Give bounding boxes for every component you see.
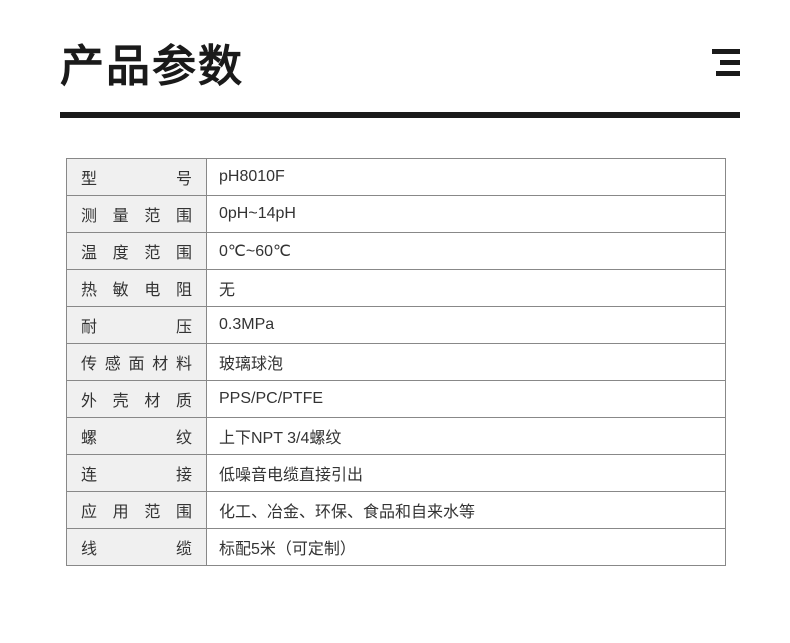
table-row: 测 量 范 围0pH~14pH bbox=[67, 196, 726, 233]
table-row: 耐 压0.3MPa bbox=[67, 307, 726, 344]
spec-label: 外 壳 材 质 bbox=[67, 381, 207, 418]
spec-value: 低噪音电缆直接引出 bbox=[207, 455, 726, 492]
spec-label: 传感面材料 bbox=[67, 344, 207, 381]
page-title: 产品参数 bbox=[60, 30, 244, 94]
spec-label: 连 接 bbox=[67, 455, 207, 492]
spec-label: 螺 纹 bbox=[67, 418, 207, 455]
spec-label: 耐 压 bbox=[67, 307, 207, 344]
spec-value: 0℃~60℃ bbox=[207, 233, 726, 270]
spec-label: 线 缆 bbox=[67, 529, 207, 566]
menu-icon bbox=[712, 49, 740, 76]
table-row: 型 号pH8010F bbox=[67, 159, 726, 196]
table-row: 外 壳 材 质PPS/PC/PTFE bbox=[67, 381, 726, 418]
spec-label: 热 敏 电 阻 bbox=[67, 270, 207, 307]
spec-value: 标配5米（可定制） bbox=[207, 529, 726, 566]
spec-label: 温 度 范 围 bbox=[67, 233, 207, 270]
table-row: 螺 纹上下NPT 3/4螺纹 bbox=[67, 418, 726, 455]
spec-value: 无 bbox=[207, 270, 726, 307]
spec-value: 0.3MPa bbox=[207, 307, 726, 344]
spec-label: 测 量 范 围 bbox=[67, 196, 207, 233]
spec-label: 型 号 bbox=[67, 159, 207, 196]
table-row: 应 用 范 围化工、冶金、环保、食品和自来水等 bbox=[67, 492, 726, 529]
header: 产品参数 bbox=[60, 30, 740, 94]
table-row: 线 缆标配5米（可定制） bbox=[67, 529, 726, 566]
spec-label: 应 用 范 围 bbox=[67, 492, 207, 529]
spec-value: pH8010F bbox=[207, 159, 726, 196]
spec-value: 0pH~14pH bbox=[207, 196, 726, 233]
table-row: 热 敏 电 阻无 bbox=[67, 270, 726, 307]
spec-value: 上下NPT 3/4螺纹 bbox=[207, 418, 726, 455]
spec-value: PPS/PC/PTFE bbox=[207, 381, 726, 418]
divider bbox=[60, 112, 740, 118]
spec-value: 玻璃球泡 bbox=[207, 344, 726, 381]
table-row: 传感面材料玻璃球泡 bbox=[67, 344, 726, 381]
table-row: 连 接低噪音电缆直接引出 bbox=[67, 455, 726, 492]
table-row: 温 度 范 围0℃~60℃ bbox=[67, 233, 726, 270]
spec-value: 化工、冶金、环保、食品和自来水等 bbox=[207, 492, 726, 529]
spec-table: 型 号pH8010F测 量 范 围0pH~14pH温 度 范 围0℃~60℃热 … bbox=[66, 158, 726, 566]
